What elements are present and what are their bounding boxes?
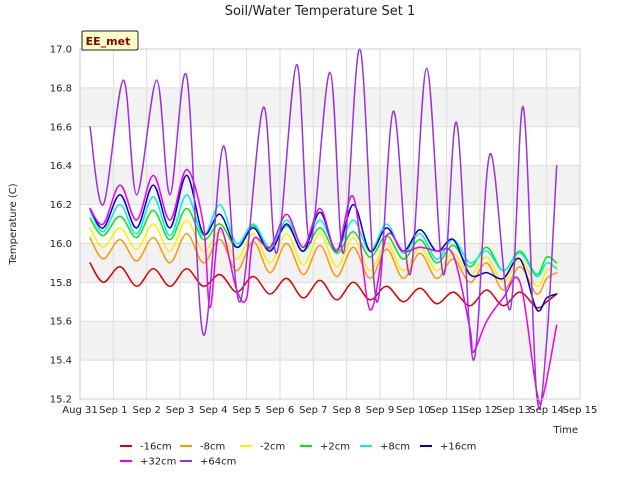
x-tick-label: Sep 5 <box>232 405 260 416</box>
legend: -16cm -8cm -2cm +2cm +8cm +16cm +32cm +64cm <box>120 442 476 468</box>
y-tick-label: 15.8 <box>50 278 72 289</box>
y-tick-label: 16.8 <box>50 83 72 94</box>
x-tick-label: Sep 6 <box>266 405 294 416</box>
series-line-minus2cm <box>89 219 558 287</box>
legend-item-plus16cm: +16cm <box>420 442 476 453</box>
y-tick-label: 15.2 <box>50 395 72 406</box>
chart-title: Soil/Water Temperature Set 1 <box>225 4 416 19</box>
series-line-plus2cm <box>89 207 558 276</box>
legend-label: -2cm <box>260 442 285 453</box>
legend-item-minus16cm: -16cm <box>120 442 172 453</box>
x-tick-label: Sep 14 <box>529 405 564 416</box>
x-tick-label: Sep 7 <box>299 405 327 416</box>
plot-band <box>80 87 580 127</box>
x-tick-label: Aug 31 <box>62 405 97 416</box>
series-layer <box>89 48 558 410</box>
legend-item-plus8cm: +8cm <box>360 442 410 453</box>
x-tick-label: Sep 8 <box>332 405 360 416</box>
y-tick-label: 16.2 <box>50 200 72 211</box>
x-tick-label: Sep 12 <box>463 405 498 416</box>
y-tick-label: 15.4 <box>50 356 72 367</box>
y-tick-label: 16.4 <box>50 161 72 172</box>
series-line-plus32cm <box>89 168 558 406</box>
legend-item-minus8cm: -8cm <box>180 442 225 453</box>
ee-met-badge: EE_met <box>81 30 139 51</box>
legend-label: +64cm <box>200 457 236 468</box>
badge-box <box>81 30 139 51</box>
x-axis-label: Time <box>553 425 578 436</box>
series-line-minus8cm <box>89 232 558 295</box>
legend-item-minus2cm: -2cm <box>240 442 285 453</box>
x-tick-label: Sep 1 <box>99 405 127 416</box>
plot-band <box>80 321 580 361</box>
legend-item-plus32cm: +32cm <box>120 457 176 468</box>
plot-band <box>80 49 580 88</box>
legend-label: -16cm <box>140 442 172 453</box>
badge-label: EE_met <box>86 35 131 48</box>
x-axis-ticks: Aug 31 Sep 1 Sep 2 Sep 3 Sep 4 Sep 5 Sep 6 Sep … <box>62 405 597 416</box>
y-tick-label: 16.6 <box>50 122 72 133</box>
legend-label: -8cm <box>200 442 225 453</box>
plot-band <box>80 126 580 166</box>
x-tick-label: Sep 2 <box>132 405 160 416</box>
y-tick-label: 16.0 <box>50 239 72 250</box>
legend-label: +16cm <box>440 442 476 453</box>
series-line-plus64cm <box>89 48 558 410</box>
x-tick-label: Sep 15 <box>563 405 598 416</box>
y-tick-label: 15.6 <box>50 317 72 328</box>
y-axis-label: Temperature (C) <box>8 183 19 265</box>
x-tick-label: Sep 4 <box>199 405 227 416</box>
plot-frame <box>79 48 581 400</box>
plot-band <box>80 282 580 322</box>
x-tick-label: Sep 10 <box>396 405 431 416</box>
x-tick-label: Sep 11 <box>429 405 464 416</box>
x-tick-label: Sep 9 <box>366 405 394 416</box>
legend-item-plus64cm: +64cm <box>180 457 236 468</box>
plot-background <box>80 49 580 399</box>
x-tick-label: Sep 3 <box>166 405 194 416</box>
x-tick-label: Sep 13 <box>496 405 531 416</box>
legend-item-plus2cm: +2cm <box>300 442 350 453</box>
legend-label: +32cm <box>140 457 176 468</box>
legend-label: +8cm <box>380 442 410 453</box>
y-axis-ticks: 15.2 15.4 15.6 15.8 16.0 16.2 16.4 16.6 16.8 17.0 <box>50 45 72 406</box>
series-line-minus16cm <box>89 262 558 309</box>
legend-label: +2cm <box>320 442 350 453</box>
y-tick-label: 17.0 <box>50 45 72 56</box>
plot-band <box>80 360 580 399</box>
